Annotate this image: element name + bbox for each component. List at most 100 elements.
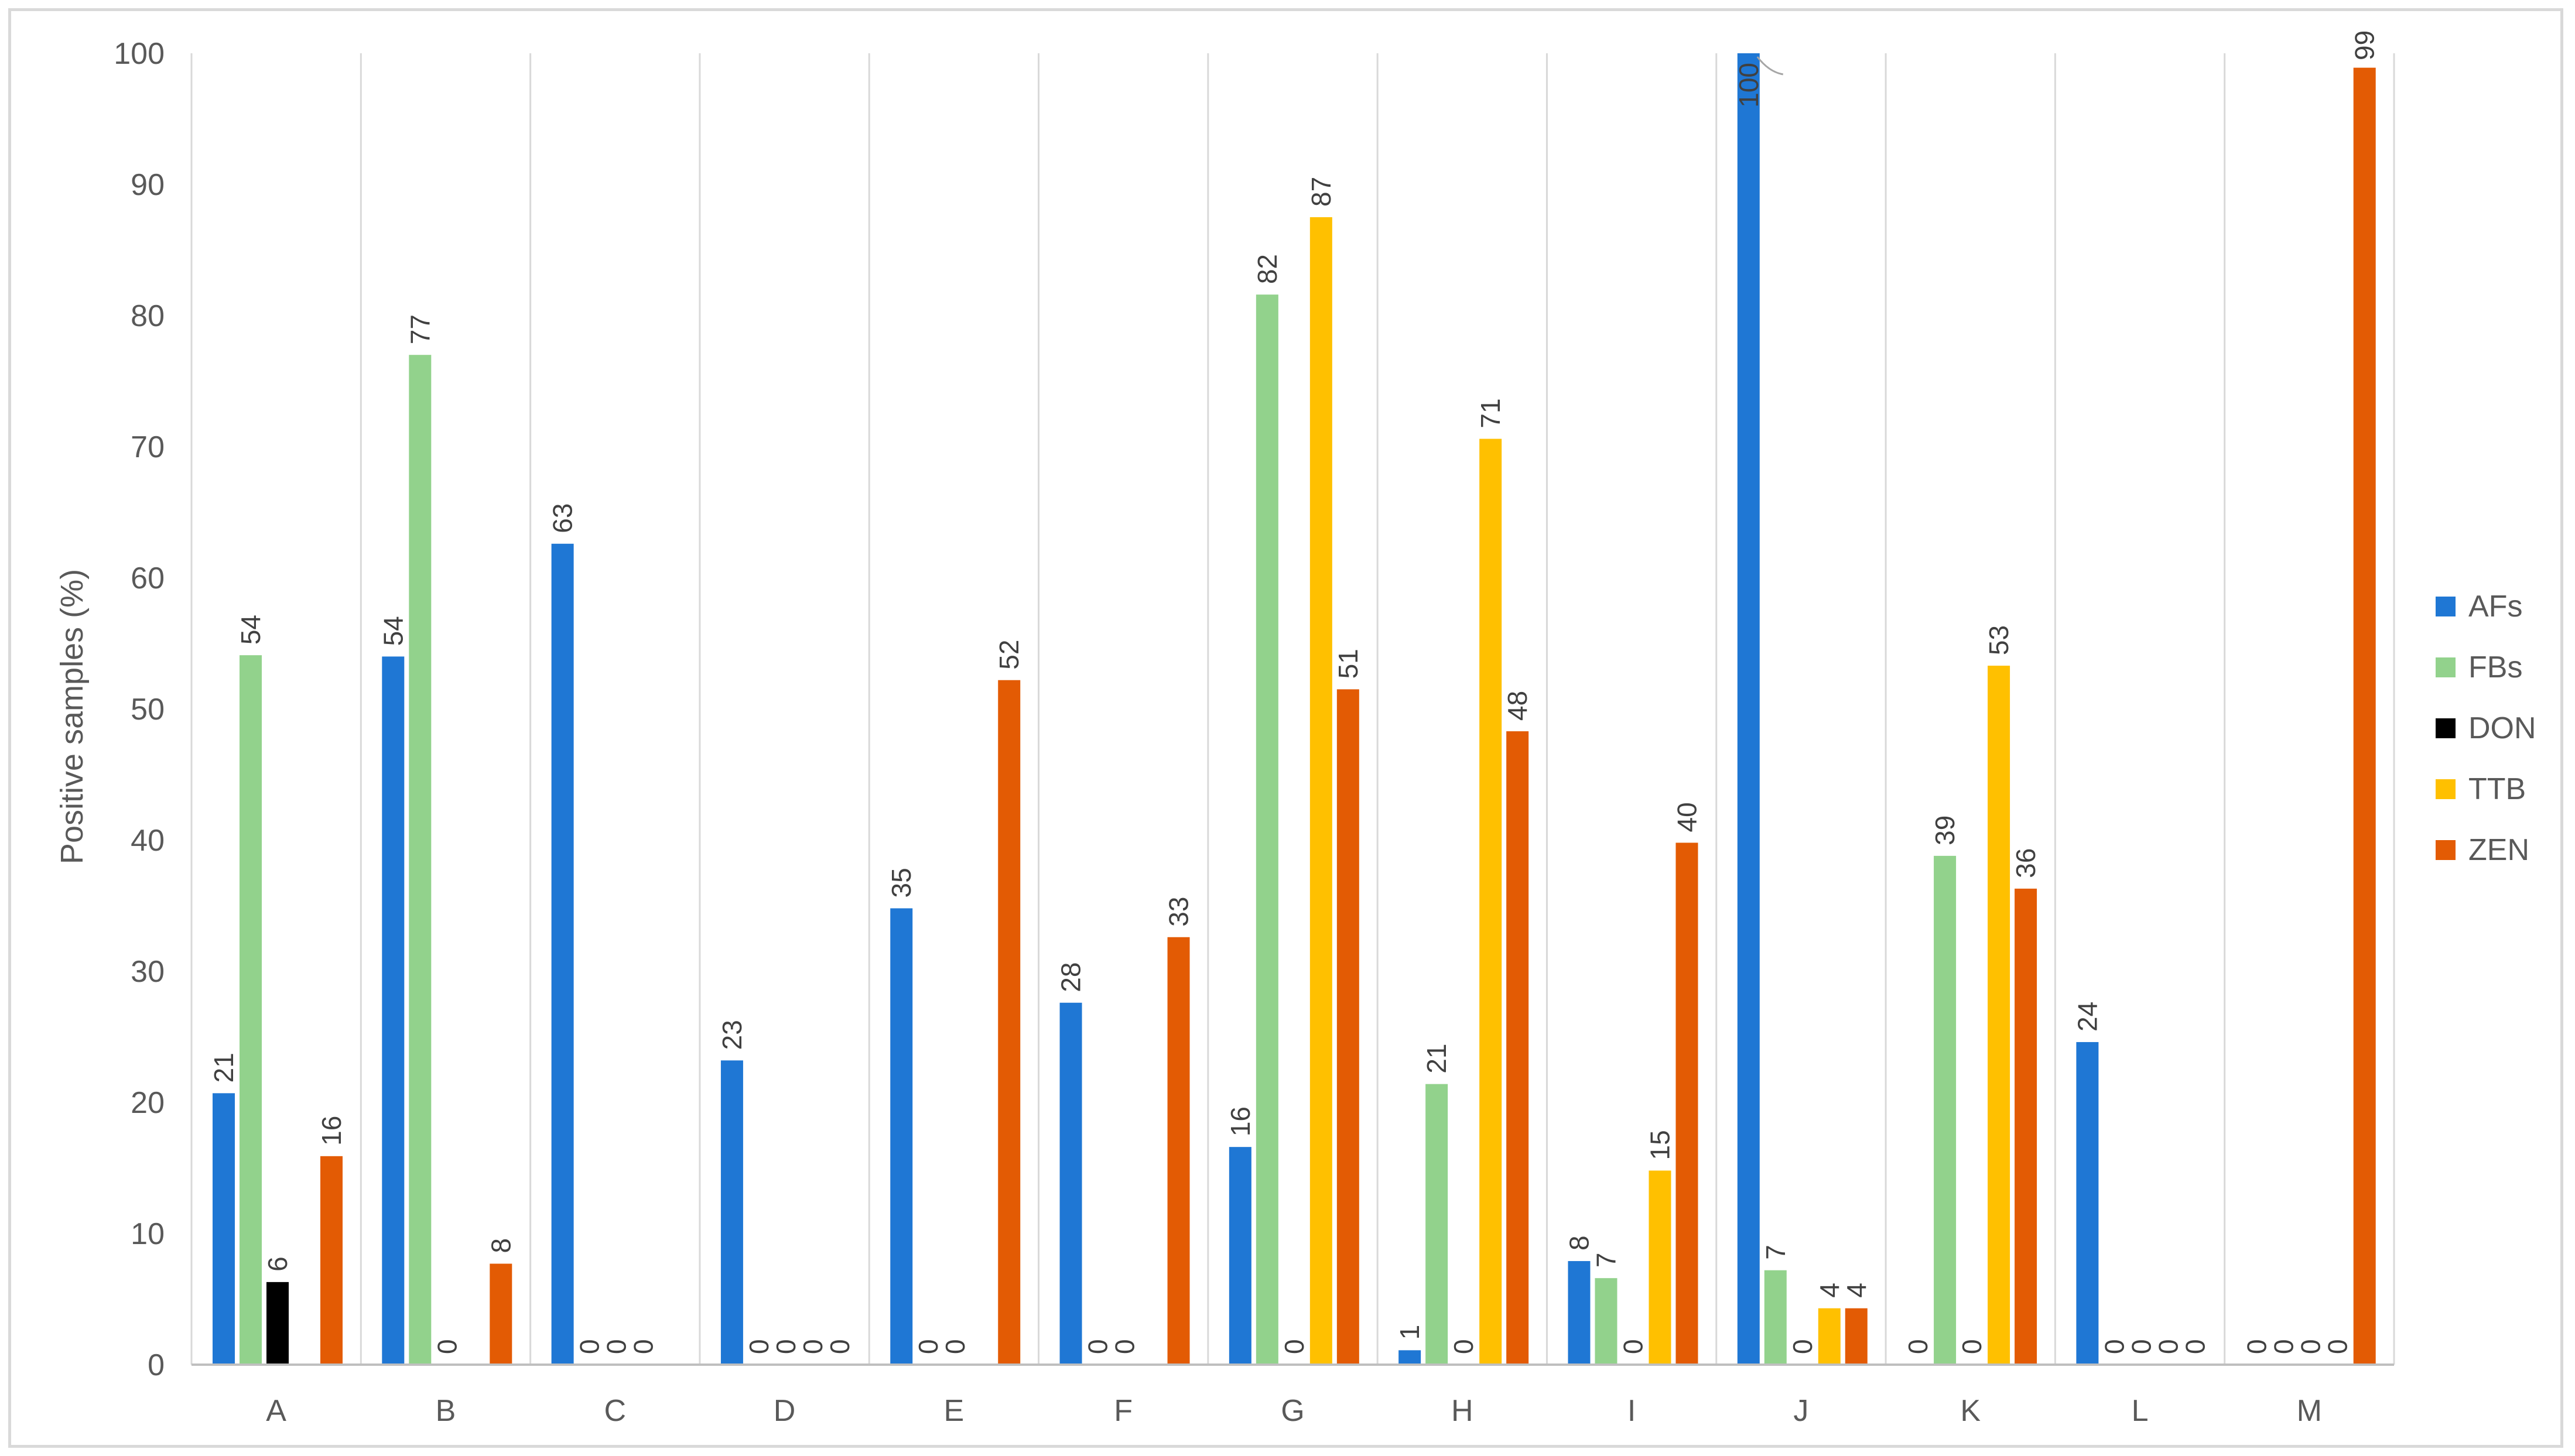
y-tick-label: 40 [131, 824, 165, 858]
x-tick-label: H [1451, 1394, 1473, 1428]
legend-label-afs: AFs [2468, 590, 2522, 623]
data-label: 21 [208, 1053, 239, 1082]
legend-swatch-ttb [2436, 779, 2456, 799]
data-label: 28 [1056, 962, 1086, 992]
y-tick-label: 50 [131, 693, 165, 727]
bar-zen-b [490, 1263, 512, 1365]
x-tick-label: A [266, 1394, 286, 1428]
legend: AFs FBs DON TTB ZEN [2436, 590, 2536, 867]
x-tick-label: C [604, 1394, 626, 1428]
data-label: 4 [1814, 1283, 1845, 1298]
data-label: 0 [913, 1339, 943, 1354]
bar-ttb-h [1479, 438, 1502, 1365]
bar-zen-h [1506, 731, 1529, 1365]
data-label: 0 [798, 1339, 828, 1354]
data-label: 0 [825, 1339, 855, 1354]
bar-fbs-j [1764, 1270, 1787, 1365]
bar-zen-f [1167, 937, 1190, 1365]
data-label: 87 [1306, 177, 1336, 207]
legend-swatch-afs [2436, 597, 2456, 616]
bar-fbs-k [1934, 855, 1957, 1365]
x-tick-label: F [1114, 1394, 1133, 1428]
data-label: 54 [235, 615, 266, 645]
data-label: 7 [1591, 1253, 1621, 1268]
data-label: 7 [1760, 1245, 1791, 1260]
data-label: 0 [1787, 1339, 1818, 1354]
x-tick-label: B [436, 1394, 456, 1428]
data-label: 0 [1448, 1339, 1479, 1354]
x-tick-label: D [774, 1394, 796, 1428]
data-label: 77 [405, 314, 435, 344]
data-label: 53 [1984, 625, 2014, 655]
x-tick-label: L [2132, 1394, 2149, 1428]
y-tick-label: 20 [131, 1086, 165, 1120]
data-label: 24 [2072, 1002, 2102, 1032]
data-label: 0 [2269, 1339, 2299, 1354]
data-label: 4 [1841, 1283, 1872, 1298]
data-label: 0 [601, 1339, 632, 1354]
x-tick-label: E [944, 1394, 965, 1428]
bar-afs-f [1059, 1002, 1082, 1365]
bar-afs-b [382, 656, 405, 1365]
data-label: 0 [1110, 1339, 1140, 1354]
y-tick-label: 0 [148, 1348, 165, 1382]
bar-ttb-k [1988, 666, 2010, 1365]
data-label: 0 [1083, 1339, 1113, 1354]
bar-zen-k [2015, 888, 2037, 1365]
y-tick-label: 90 [131, 168, 165, 202]
bar-afs-i [1568, 1261, 1591, 1365]
data-label: 23 [717, 1020, 747, 1050]
bar-fbs-g [1256, 294, 1278, 1365]
bar-afs-c [551, 543, 574, 1365]
legend-swatch-fbs [2436, 657, 2456, 677]
data-label: 8 [1564, 1235, 1594, 1251]
x-tick-label: J [1793, 1394, 1808, 1428]
bar-ttb-i [1649, 1170, 1671, 1365]
y-tick-label: 30 [131, 955, 165, 989]
x-tick-label: K [1960, 1394, 1981, 1428]
data-label: 0 [1618, 1339, 1648, 1354]
data-label: 51 [1333, 649, 1363, 679]
legend-label-don: DON [2468, 711, 2536, 745]
data-label: 0 [1957, 1339, 1987, 1354]
legend-label-zen: ZEN [2468, 833, 2529, 867]
gridlines [190, 53, 2395, 1365]
bar-zen-a [320, 1156, 343, 1365]
x-tick-label: G [1281, 1394, 1304, 1428]
data-label: 0 [2323, 1339, 2353, 1354]
label-leader-line [1756, 56, 1784, 76]
data-label: 99 [2350, 30, 2380, 60]
bar-zen-i [1675, 842, 1698, 1365]
bar-fbs-i [1595, 1278, 1618, 1365]
data-label: 1 [1394, 1325, 1425, 1340]
bar-afs-e [890, 908, 913, 1365]
data-label: 0 [2296, 1339, 2326, 1354]
bar-zen-j [1845, 1308, 1868, 1365]
data-label: 0 [2099, 1339, 2129, 1354]
data-label: 0 [574, 1339, 605, 1354]
y-axis-title: Positive samples (%) [54, 569, 90, 864]
data-label: 40 [1671, 802, 1702, 832]
bar-fbs-b [409, 355, 432, 1365]
bar-zen-e [998, 680, 1021, 1365]
data-label: 100 [1733, 63, 1764, 108]
data-label: 39 [1930, 816, 1960, 845]
bar-ttb-g [1309, 217, 1332, 1365]
bar-afs-g [1229, 1147, 1251, 1365]
legend-swatch-zen [2436, 840, 2456, 860]
bar-zen-m [2353, 67, 2376, 1365]
bar-afs-h [1398, 1350, 1421, 1365]
data-label: 52 [994, 640, 1024, 670]
data-label: 0 [940, 1339, 970, 1354]
data-label: 0 [432, 1339, 462, 1354]
data-label: 48 [1502, 691, 1533, 721]
data-label: 36 [2010, 848, 2041, 878]
bar-fbs-a [240, 655, 262, 1365]
data-label: 8 [485, 1238, 516, 1253]
bar-don-a [266, 1282, 289, 1365]
bar-fbs-h [1425, 1084, 1448, 1365]
data-label: 82 [1252, 254, 1283, 284]
data-label: 16 [316, 1116, 347, 1146]
